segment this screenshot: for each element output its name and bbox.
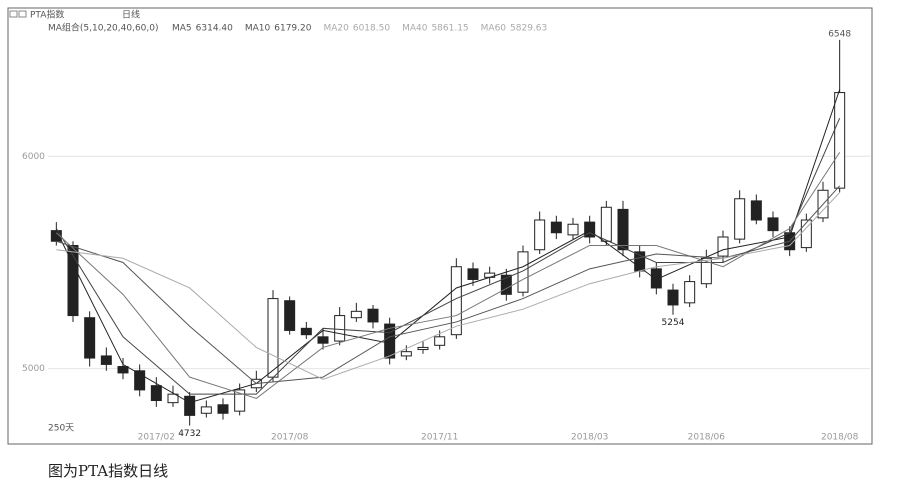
legend-value: 5861.15: [431, 24, 468, 34]
x-tick-label: 2017/08: [271, 433, 309, 443]
candle-body: [434, 336, 446, 346]
candle-body: [117, 366, 129, 374]
candle-body: [584, 221, 596, 238]
candle-body: [417, 346, 429, 351]
candle-body: [184, 395, 196, 416]
legend-value: 6179.20: [274, 24, 311, 34]
candle-body: [267, 298, 279, 378]
legend-name: MA60: [481, 24, 507, 34]
ma-line: [55, 152, 841, 399]
candle-body: [400, 351, 412, 357]
x-tick-label: 2017/02: [138, 433, 175, 443]
period[interactable]: 日线: [122, 9, 140, 21]
legend-value: 6018.50: [353, 24, 390, 34]
candle-body: [284, 300, 296, 331]
legend-name: MA40: [402, 24, 428, 34]
icon: [18, 10, 27, 18]
candle-body: [334, 315, 346, 342]
candle-body: [100, 355, 112, 365]
candle-body: [467, 268, 479, 280]
candle-body: [200, 406, 212, 414]
candle-body: [150, 385, 162, 402]
candle-body: [234, 389, 246, 412]
y-tick-label: 6000: [22, 152, 45, 162]
candle-body: [617, 208, 629, 251]
candle-body: [684, 281, 696, 304]
annotation: 6548: [828, 29, 851, 39]
candle-body: [750, 200, 762, 221]
annotation: 4732: [178, 429, 201, 439]
candle-body: [567, 223, 579, 236]
candle-body: [317, 336, 329, 344]
caption: 图为PTA指数日线: [48, 462, 168, 480]
annotation: 5254: [662, 318, 685, 328]
candle-body: [384, 323, 396, 359]
x-tick-label: 2017/11: [421, 433, 458, 443]
symbol: PTA指数: [30, 9, 64, 21]
candle-body: [350, 310, 362, 319]
note: 250天: [48, 424, 74, 434]
x-tick-label: 2018/03: [571, 433, 608, 443]
candle-body: [700, 257, 712, 285]
x-tick-label: 2018/08: [821, 433, 859, 443]
candle-body: [500, 274, 512, 295]
frame: [7, 7, 873, 445]
candle-body: [767, 217, 779, 232]
legend-value: 6314.40: [196, 24, 233, 34]
candle-body: [84, 317, 96, 359]
candle-body: [717, 236, 729, 257]
candle-body: [650, 268, 662, 289]
candle-body: [517, 251, 529, 293]
candle-body: [667, 289, 679, 306]
candle-body: [600, 206, 612, 242]
candle-body: [134, 370, 146, 391]
candle-body: [167, 393, 179, 404]
candle-body: [534, 219, 546, 251]
x-tick-label: 2018/06: [688, 433, 726, 443]
legend-name: MA5: [172, 24, 192, 34]
ma-line: [55, 118, 841, 395]
candle-body: [550, 221, 562, 234]
icon: [9, 10, 18, 18]
candle-body: [834, 92, 846, 189]
candle-body: [734, 198, 746, 240]
candle-body: [217, 404, 229, 414]
y-tick-label: 5000: [22, 364, 45, 374]
legend-value: 5829.63: [510, 24, 547, 34]
candle-body: [367, 308, 379, 323]
legend-name: MA20: [323, 24, 349, 34]
candle-body: [67, 244, 79, 317]
ma-line: [55, 89, 841, 404]
legend-name: MA10: [245, 24, 271, 34]
ma-line: [56, 192, 841, 380]
candle-body: [300, 327, 312, 336]
ma-title: MA组合(5,10,20,40,60,0): [48, 22, 159, 34]
